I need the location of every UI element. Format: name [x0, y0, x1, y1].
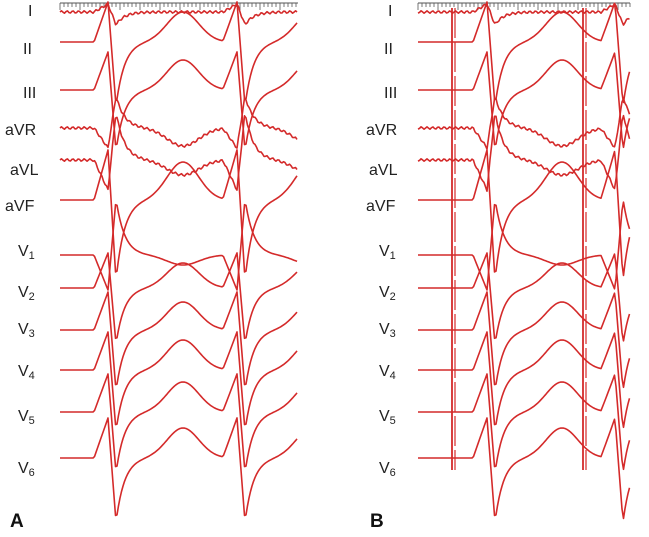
- lead-label-III-a: III: [23, 85, 37, 102]
- lead-label-V3-a: V3: [18, 321, 35, 341]
- lead-label-V2-b: V2: [379, 284, 396, 304]
- lead-label-V4-a: V4: [18, 363, 35, 383]
- lead-label-V6-a: V6: [18, 460, 35, 480]
- lead-label-aVF-b: aVF: [366, 198, 396, 215]
- lead-label-aVR-b: aVR: [366, 122, 398, 139]
- lead-label-I-a: I: [28, 3, 33, 20]
- lead-label-V6-b: V6: [379, 460, 396, 480]
- ecg-trace-aVR-b: [417, 97, 631, 150]
- ecg-trace-V2-a: [60, 252, 298, 340]
- lead-label-V1-a: V1: [18, 243, 35, 263]
- lead-label-V4-b: V4: [379, 363, 396, 383]
- ecg-panel-b: [417, 1, 631, 520]
- lead-label-III-b: III: [384, 85, 398, 102]
- ecg-trace-V4-a: [60, 331, 298, 426]
- lead-label-I-b: I: [388, 3, 393, 20]
- ecg-trace-III-b: [418, 51, 631, 149]
- time-ruler-a: [59, 2, 298, 10]
- lead-label-II-a: II: [23, 41, 32, 58]
- ecg-trace-V2-b: [418, 252, 631, 342]
- ecg-trace-aVL-a: [59, 115, 298, 191]
- lead-label-II-b: II: [384, 41, 393, 58]
- ecg-panel-a: [59, 1, 298, 517]
- lead-label-V1-b: V1: [379, 243, 396, 263]
- ecg-trace-V6-a: [60, 417, 298, 517]
- lead-label-aVF-a: aVF: [5, 198, 35, 215]
- ecg-trace-V1-b: [418, 201, 631, 291]
- lead-label-V3-b: V3: [379, 321, 396, 341]
- lead-label-aVL-a: aVL: [10, 162, 39, 179]
- ecg-trace-aVL-b: [417, 114, 631, 192]
- panel-label-a: A: [10, 511, 24, 532]
- lead-label-aVL-b: aVL: [369, 162, 398, 179]
- lead-label-V5-a: V5: [18, 408, 35, 428]
- ecg-trace-V5-b: [418, 373, 631, 471]
- ecg-trace-II-b: [418, 1, 631, 104]
- ecg-trace-V1-a: [60, 203, 298, 291]
- ecg-trace-V5-a: [60, 373, 298, 468]
- ecg-trace-aVR-a: [59, 97, 298, 149]
- lead-label-V5-b: V5: [379, 408, 396, 428]
- lead-label-V2-a: V2: [18, 284, 35, 304]
- panel-label-b: B: [370, 511, 384, 532]
- ecg-trace-aVF-a: [60, 149, 298, 273]
- time-ruler-b: [417, 2, 631, 10]
- ecg-trace-V6-b: [418, 417, 631, 520]
- lead-label-aVR-a: aVR: [5, 122, 37, 139]
- ecg-trace-V3-b: [418, 291, 631, 389]
- ecg-trace-aVF-b: [418, 149, 631, 277]
- ecg-trace-III-a: [60, 51, 298, 146]
- ecg-trace-V4-b: [418, 331, 631, 429]
- ecg-trace-I-b: [417, 2, 630, 26]
- ecg-trace-V3-a: [60, 291, 298, 386]
- ecg-trace-II-a: [60, 1, 298, 101]
